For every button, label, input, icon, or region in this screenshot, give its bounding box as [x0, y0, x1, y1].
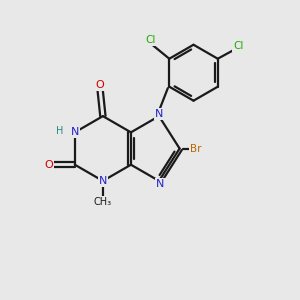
Text: N: N — [71, 127, 79, 137]
Text: CH₃: CH₃ — [94, 196, 112, 206]
Text: O: O — [44, 160, 53, 170]
Text: Cl: Cl — [146, 35, 156, 45]
Text: H: H — [56, 126, 63, 136]
Text: O: O — [96, 80, 104, 90]
Text: N: N — [155, 109, 163, 119]
Text: Cl: Cl — [233, 41, 244, 51]
Text: N: N — [99, 176, 107, 186]
Text: N: N — [156, 179, 165, 189]
Text: Br: Br — [190, 143, 202, 154]
